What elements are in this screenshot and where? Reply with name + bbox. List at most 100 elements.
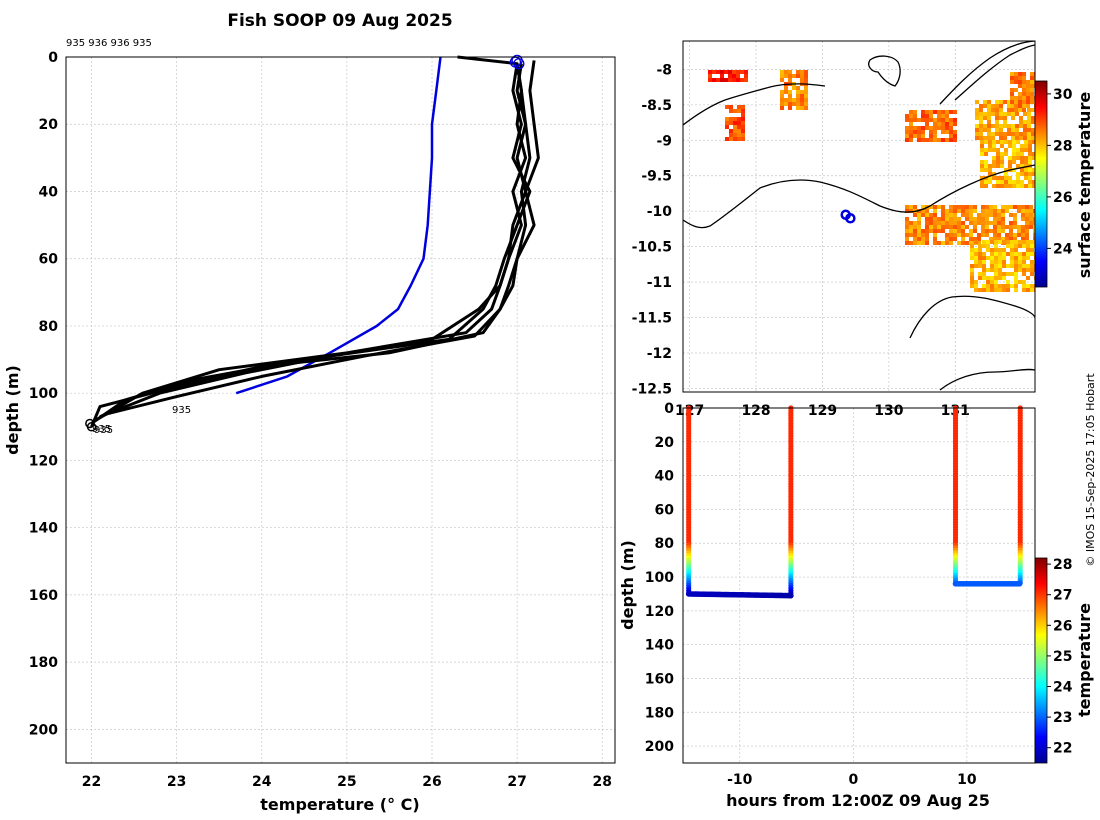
sst-pixel: [990, 252, 994, 256]
sst-pixel: [925, 217, 929, 221]
sst-pixel: [978, 244, 982, 248]
sst-pixel: [1027, 120, 1031, 124]
sst-pixel: [784, 74, 788, 78]
sst-pixel: [987, 112, 991, 116]
sst-pixel: [1017, 209, 1021, 213]
sst-pixel: [953, 217, 957, 221]
sst-pixel: [1030, 244, 1034, 248]
sst-pixel: [973, 205, 977, 209]
sst-pixel: [737, 125, 741, 129]
sst-pixel: [1023, 124, 1027, 128]
sst-pixel: [744, 70, 748, 74]
sst-pixel: [986, 248, 990, 252]
sst-pixel: [925, 225, 929, 229]
sst-pixel: [961, 225, 965, 229]
sst-pixel: [1032, 180, 1035, 184]
sst-pixel: [1019, 132, 1023, 136]
sst-pixel: [1013, 213, 1017, 217]
sst-pixel: [929, 126, 933, 130]
sst-pixel: [979, 108, 983, 112]
sst-pixel: [937, 221, 941, 225]
map-lat-tick: -9: [656, 133, 672, 149]
sst-pixel: [941, 213, 945, 217]
sst-pixel: [969, 213, 973, 217]
figure-title: Fish SOOP 09 Aug 2025: [227, 11, 452, 31]
sst-pixel: [986, 256, 990, 260]
sst-pixel: [1026, 288, 1030, 292]
sst-pixel: [1009, 213, 1013, 217]
sst-pixel: [909, 205, 913, 209]
sst-pixel: [973, 237, 977, 241]
sst-pixel: [991, 104, 995, 108]
sst-pixel: [788, 74, 792, 78]
sst-pixel: [1004, 180, 1008, 184]
sst-pixel: [925, 233, 929, 237]
sst-pixel: [804, 94, 808, 98]
sst-pixel: [909, 110, 913, 114]
section-ylabel: depth (m): [618, 540, 637, 630]
profile-axis-ticks: 22 23 24 25 26 27 28 0 20 40 60 80 100 120 140 160 180 20…: [29, 50, 612, 790]
sst-pixel: [974, 264, 978, 268]
sst-colorbar-tick: 28: [1053, 138, 1072, 154]
sst-pixel: [978, 252, 982, 256]
sst-pixel: [804, 106, 808, 110]
sst-pixel: [909, 221, 913, 225]
sst-pixel: [929, 229, 933, 233]
sst-pixel: [961, 241, 965, 245]
sst-pixel: [949, 229, 953, 233]
sst-pixel: [1003, 132, 1007, 136]
sst-pixel: [1026, 96, 1030, 100]
sst-pixel: [994, 276, 998, 280]
sst-pixel: [973, 221, 977, 225]
temperature-colorbar-tick: 23: [1053, 710, 1072, 726]
sst-pixel: [729, 137, 733, 141]
sst-pixel: [998, 288, 1002, 292]
sst-pixel: [1000, 176, 1004, 180]
sst-pixel: [969, 217, 973, 221]
sst-pixel: [905, 221, 909, 225]
sst-pixel: [1022, 284, 1026, 288]
sst-pixel: [985, 229, 989, 233]
sst-pixel: [1028, 140, 1032, 144]
sst-pixel: [800, 98, 804, 102]
sst-pixel: [788, 94, 792, 98]
sst-pixel: [980, 152, 984, 156]
sst-pixel: [909, 134, 913, 138]
sst-pixel: [999, 104, 1003, 108]
sst-pixel: [1017, 225, 1021, 229]
sst-pixel: [708, 78, 712, 82]
sst-pixel: [1011, 132, 1015, 136]
sst-pixel: [989, 229, 993, 233]
sst-pixel: [1014, 244, 1018, 248]
sst-pixel: [999, 112, 1003, 116]
sst-pixel: [1027, 128, 1031, 132]
sst-pixel: [1026, 244, 1030, 248]
sst-pixel: [953, 130, 957, 134]
sst-pixel: [1010, 244, 1014, 248]
sst-pixel: [1002, 240, 1006, 244]
sst-pixel: [737, 129, 741, 133]
sst-pixel: [957, 221, 961, 225]
sst-pixel: [998, 252, 1002, 256]
sst-pixel: [913, 233, 917, 237]
sst-pixel: [804, 74, 808, 78]
sst-pixel: [1014, 88, 1018, 92]
section-xlabel: hours from 12:00Z 09 Aug 25: [726, 791, 990, 810]
sst-pixel: [804, 98, 808, 102]
sst-pixel: [983, 128, 987, 132]
sst-pixel: [1022, 92, 1026, 96]
sst-pixel: [995, 124, 999, 128]
temperature-colorbar: [1034, 557, 1048, 764]
section-y-tick: 180: [645, 705, 674, 721]
sst-pixel: [1031, 128, 1035, 132]
sst-pixel: [1032, 172, 1035, 176]
section-y-tick: 80: [655, 536, 675, 552]
sst-pixel: [917, 241, 921, 245]
sst-pixel: [941, 130, 945, 134]
sst-pixel: [982, 252, 986, 256]
sst-pixel: [957, 229, 961, 233]
temperature-colorbar-tick: 25: [1053, 649, 1072, 665]
sst-pixel: [1015, 136, 1019, 140]
sst-pixel: [1018, 280, 1022, 284]
sst-pixel: [999, 128, 1003, 132]
